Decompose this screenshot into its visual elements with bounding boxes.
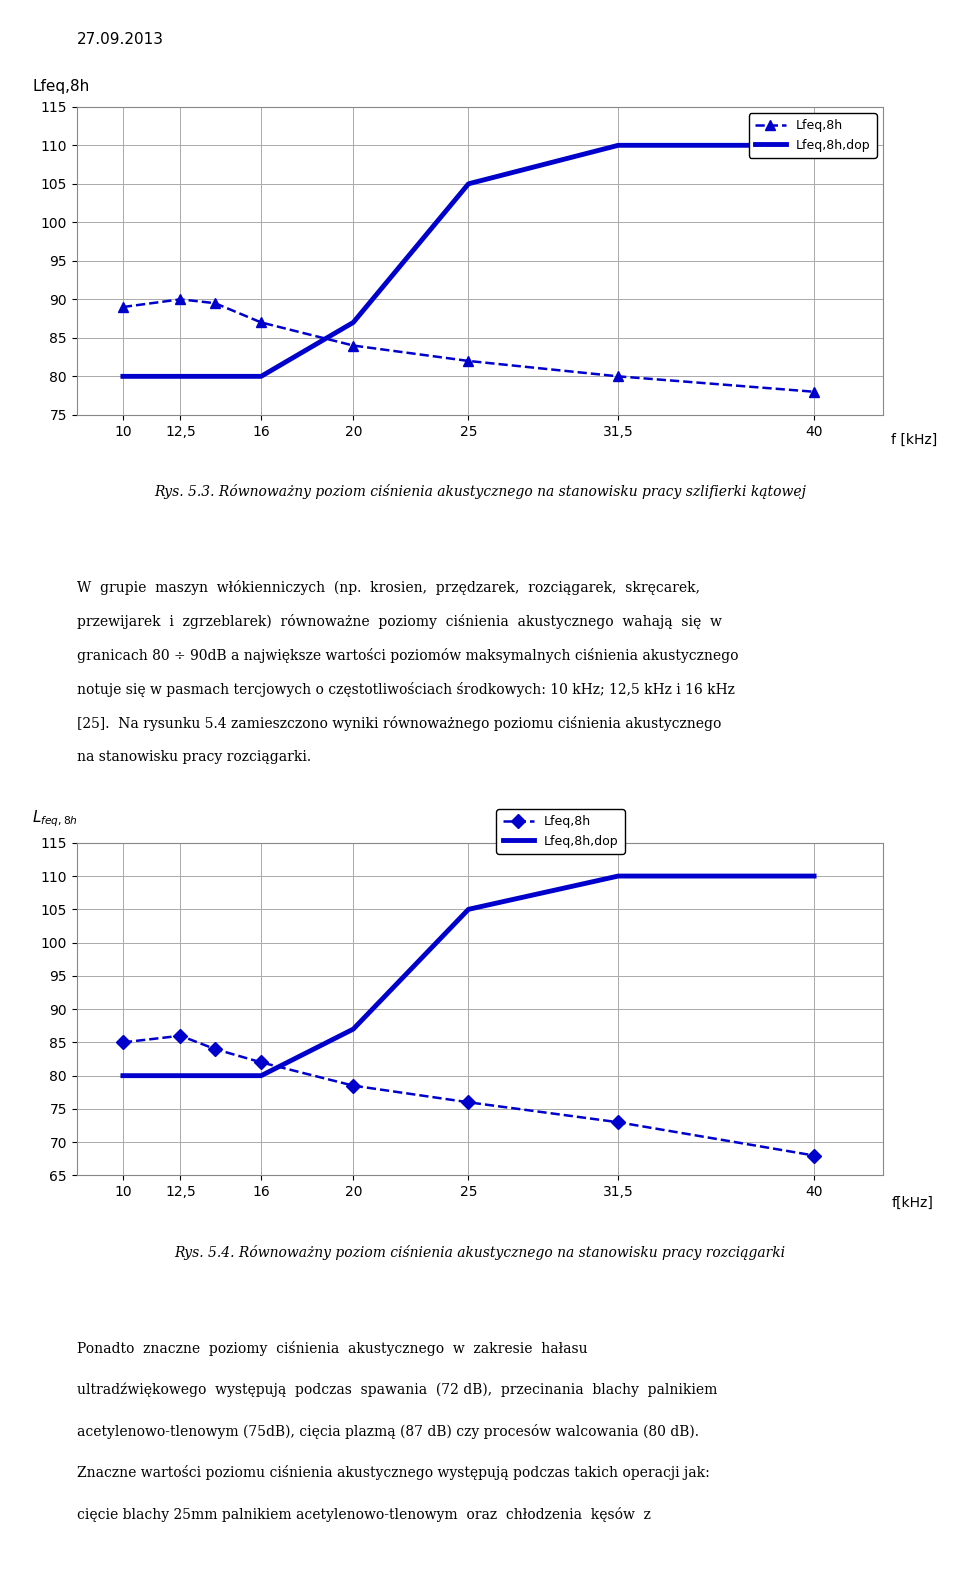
Text: Lfeq,8h: Lfeq,8h <box>33 79 89 95</box>
Text: przewijarek  i  zgrzeblarek)  równoważne  poziomy  ciśnienia  akustycznego  waha: przewijarek i zgrzeblarek) równoważne po… <box>77 613 722 629</box>
Text: cięcie blachy 25mm palnikiem acetylenowo-tlenowym  oraz  chłodzenia  kęsów  z: cięcie blachy 25mm palnikiem acetylenowo… <box>77 1507 651 1521</box>
Text: f[kHz]: f[kHz] <box>891 1195 933 1209</box>
Text: Znaczne wartości poziomu ciśnienia akustycznego występują podczas takich operacj: Znaczne wartości poziomu ciśnienia akust… <box>77 1466 709 1480</box>
Text: ultradźwiękowego  występują  podczas  spawania  (72 dB),  przecinania  blachy  p: ultradźwiękowego występują podczas spawa… <box>77 1382 717 1396</box>
Text: f [kHz]: f [kHz] <box>891 433 938 447</box>
Text: notuje się w pasmach tercjowych o częstotliwościach środkowych: 10 kHz; 12,5 kHz: notuje się w pasmach tercjowych o często… <box>77 681 734 697</box>
Text: acetylenowo-tlenowym (75dB), cięcia plazmą (87 dB) czy procesów walcowania (80 d: acetylenowo-tlenowym (75dB), cięcia plaz… <box>77 1423 699 1439</box>
Legend: Lfeq,8h, Lfeq,8h,dop: Lfeq,8h, Lfeq,8h,dop <box>496 809 625 854</box>
Text: granicach 80 ÷ 90dB a największe wartości poziomów maksymalnych ciśnienia akusty: granicach 80 ÷ 90dB a największe wartośc… <box>77 648 738 662</box>
Text: na stanowisku pracy rozciągarki.: na stanowisku pracy rozciągarki. <box>77 751 311 764</box>
Text: 27.09.2013: 27.09.2013 <box>77 32 164 46</box>
Text: Ponadto  znaczne  poziomy  ciśnienia  akustycznego  w  zakresie  hałasu: Ponadto znaczne poziomy ciśnienia akusty… <box>77 1341 588 1356</box>
Text: Rys. 5.4. Równoważny poziom ciśnienia akustycznego na stanowisku pracy rozciągar: Rys. 5.4. Równoważny poziom ciśnienia ak… <box>175 1244 785 1260</box>
Text: $L_{feq,8h}$: $L_{feq,8h}$ <box>33 809 79 830</box>
Legend: Lfeq,8h, Lfeq,8h,dop: Lfeq,8h, Lfeq,8h,dop <box>749 114 876 158</box>
Text: W  grupie  maszyn  włókienniczych  (np.  krosien,  przędzarek,  rozciągarek,  sk: W grupie maszyn włókienniczych (np. kros… <box>77 580 700 594</box>
Text: [25].  Na rysunku 5.4 zamieszczono wyniki równoważnego poziomu ciśnienia akustyc: [25]. Na rysunku 5.4 zamieszczono wyniki… <box>77 716 721 732</box>
Text: Rys. 5.3. Równoważny poziom ciśnienia akustycznego na stanowisku pracy szlifierk: Rys. 5.3. Równoważny poziom ciśnienia ak… <box>154 484 806 500</box>
